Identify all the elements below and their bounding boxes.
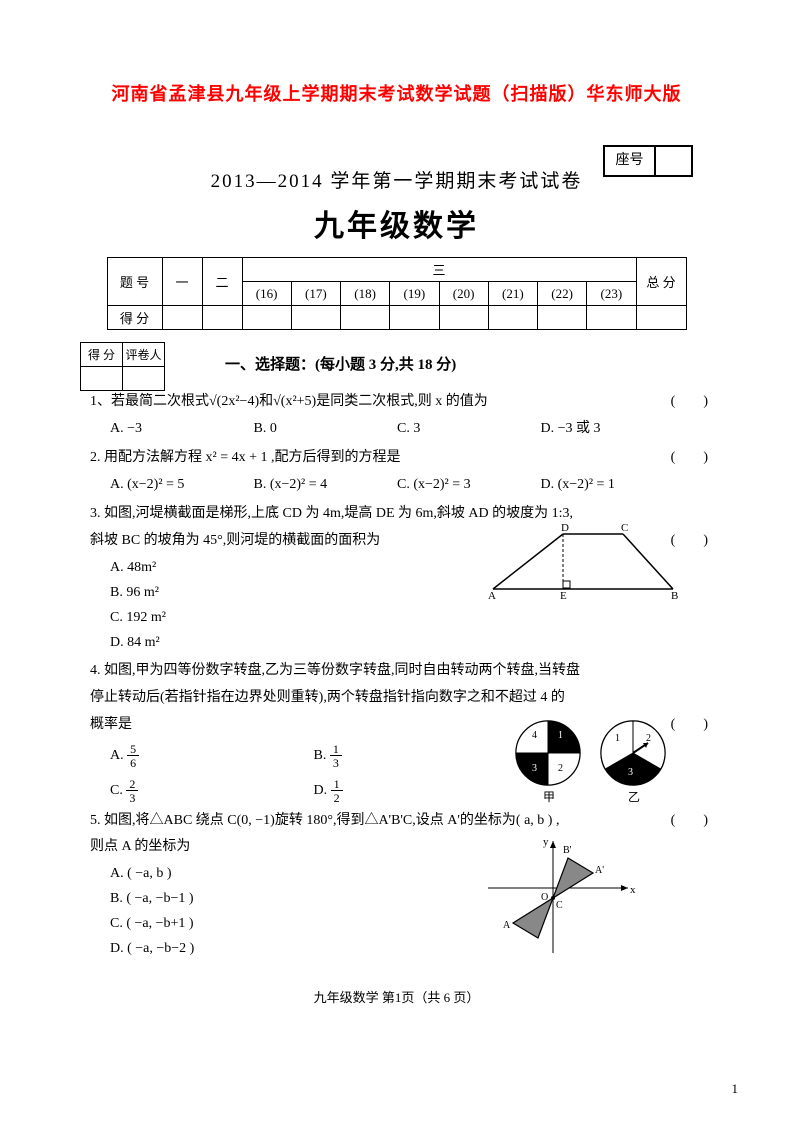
svg-text:乙: 乙 xyxy=(628,790,640,803)
svg-text:2: 2 xyxy=(646,733,651,744)
svg-text:甲: 甲 xyxy=(543,790,555,803)
q1-optC: C. 3 xyxy=(397,416,537,443)
svg-text:D: D xyxy=(561,522,569,534)
svg-text:4: 4 xyxy=(532,730,537,741)
svg-text:B': B' xyxy=(563,845,572,856)
q4-optA-label: A. xyxy=(110,743,124,770)
question-1: 1、若最简二次根式√(2x²−4)和√(x²+5)是同类二次根式,则 x 的值为… xyxy=(90,389,708,442)
table-cell: (18) xyxy=(341,282,390,306)
q5-text2: 则点 A 的坐标为 xyxy=(90,839,190,854)
table-cell: (23) xyxy=(587,282,636,306)
coordinate-figure: x y O A' B' A C xyxy=(478,833,638,963)
table-cell: 得 分 xyxy=(107,306,162,330)
svg-text:C: C xyxy=(556,900,563,911)
q2-optA: A. (x−2)² = 5 xyxy=(110,472,250,499)
q1-optD: D. −3 或 3 xyxy=(541,416,601,443)
svg-text:3: 3 xyxy=(532,763,537,774)
svg-text:A': A' xyxy=(595,865,604,876)
svg-text:y: y xyxy=(543,836,549,848)
q2-optD: D. (x−2)² = 1 xyxy=(541,472,615,499)
svg-text:1: 1 xyxy=(615,733,620,744)
q3-text2: 斜坡 BC 的坡角为 45°,则河堤的横截面的面积为 xyxy=(90,533,380,548)
q4-text3: 概率是 xyxy=(90,717,132,732)
table-cell: (22) xyxy=(538,282,587,306)
q2-text: 2. 用配方法解方程 x² = 4x + 1 ,配方后得到的方程是 xyxy=(90,450,401,465)
page-number: 1 xyxy=(732,1081,739,1097)
q4-optC-label: C. xyxy=(110,778,123,805)
table-cell: (19) xyxy=(390,282,439,306)
score-table: 题 号 一 二 三 总 分 (16) (17) (18) (19) (20) (… xyxy=(107,257,687,330)
seat-blank xyxy=(656,147,691,175)
question-3: 3. 如图,河堤横截面是梯形,上底 CD 为 4m,堤高 DE 为 6m,斜坡 … xyxy=(90,501,708,655)
grader-box: 得 分 评卷人 xyxy=(80,342,165,391)
seat-label: 座号 xyxy=(605,147,656,175)
table-header: 题 号 xyxy=(107,258,162,306)
question-4: 4. 如图,甲为四等份数字转盘,乙为三等份数字转盘,同时自由转动两个转盘,当转盘… xyxy=(90,658,708,804)
svg-text:2: 2 xyxy=(558,763,563,774)
q5-text1: 5. 如图,将△ABC 绕点 C(0, −1)旋转 180°,得到△A'B'C,… xyxy=(90,813,559,828)
q3-optC: C. 192 m² xyxy=(110,605,708,630)
table-header: 二 xyxy=(202,258,242,306)
answer-paren: ( ) xyxy=(671,808,708,835)
spinner-figure: 1 4 3 2 甲 2 1 3 乙 xyxy=(508,713,678,803)
grader-cell: 评卷人 xyxy=(123,343,165,367)
table-header: 一 xyxy=(162,258,202,306)
table-header: 总 分 xyxy=(636,258,686,306)
q4-text2: 停止转动后(若指针指在边界处则重转),两个转盘指针指向数字之和不超过 4 的 xyxy=(90,690,565,705)
table-cell: (21) xyxy=(488,282,537,306)
answer-paren: ( ) xyxy=(671,445,708,472)
q4-optD-label: D. xyxy=(314,778,328,805)
question-2: 2. 用配方法解方程 x² = 4x + 1 ,配方后得到的方程是 ( ) A.… xyxy=(90,445,708,498)
svg-text:A: A xyxy=(488,590,496,599)
svg-text:E: E xyxy=(560,590,567,599)
table-header: 三 xyxy=(242,258,636,282)
svg-text:C: C xyxy=(621,522,628,534)
table-cell: (17) xyxy=(291,282,340,306)
q2-optB: B. (x−2)² = 4 xyxy=(254,472,394,499)
svg-text:3: 3 xyxy=(628,767,633,778)
table-cell: (20) xyxy=(439,282,488,306)
q2-optC: C. (x−2)² = 3 xyxy=(397,472,537,499)
question-5: 5. 如图,将△ABC 绕点 C(0, −1)旋转 180°,得到△A'B'C,… xyxy=(90,808,708,962)
q4-text1: 4. 如图,甲为四等份数字转盘,乙为三等份数字转盘,同时自由转动两个转盘,当转盘 xyxy=(90,663,580,678)
seat-number-box: 座号 xyxy=(603,145,693,177)
page-footer: 九年级数学 第1页（共 6 页） xyxy=(60,987,733,1006)
q4-optB-label: B. xyxy=(314,743,327,770)
svg-text:B: B xyxy=(671,590,678,599)
section-header: 一、选择题：(每小题 3 分,共 18 分) xyxy=(225,353,733,374)
q1-optB: B. 0 xyxy=(254,416,394,443)
svg-text:A: A xyxy=(503,920,511,931)
answer-paren: ( ) xyxy=(671,389,708,416)
trapezoid-figure: D C A E B xyxy=(483,519,683,599)
q1-optA: A. −3 xyxy=(110,416,250,443)
svg-text:x: x xyxy=(630,884,636,896)
q1-text: 1、若最简二次根式√(2x²−4)和√(x²+5)是同类二次根式,则 x 的值为 xyxy=(90,394,488,409)
subject-title: 九年级数学 xyxy=(60,201,733,245)
grader-cell: 得 分 xyxy=(81,343,123,367)
q3-optD: D. 84 m² xyxy=(110,630,708,655)
document-title: 河南省孟津县九年级上学期期末考试数学试题（扫描版）华东师大版 xyxy=(60,80,733,106)
table-cell: (16) xyxy=(242,282,291,306)
